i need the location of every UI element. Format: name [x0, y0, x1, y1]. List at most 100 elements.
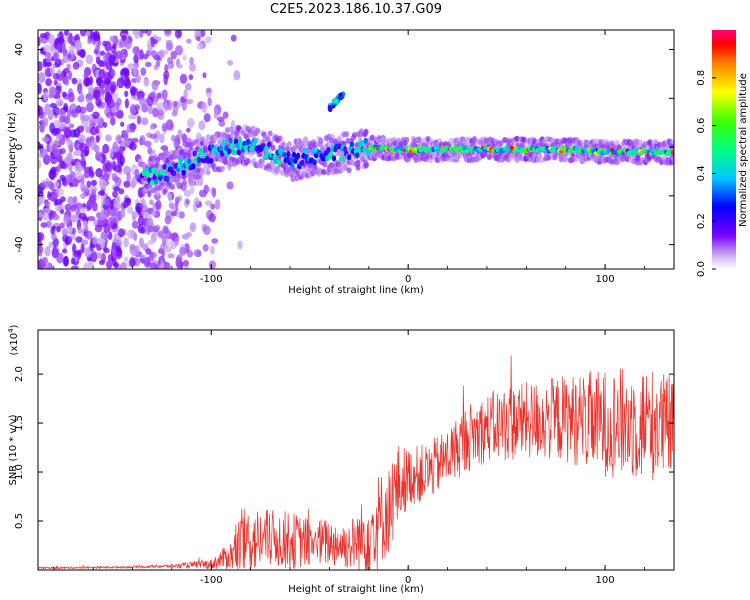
noise-speckle — [38, 105, 44, 116]
ridge-core-blob — [349, 141, 355, 148]
noise-speckle — [110, 69, 116, 78]
noise-speckle — [110, 84, 115, 95]
snr-x-tick-label: -100 — [200, 575, 223, 586]
ridge-core-blob — [328, 151, 334, 158]
noise-speckle — [93, 219, 99, 227]
spectrogram-y-tick-label: 0 — [14, 144, 25, 150]
ridge-core-blob — [196, 156, 202, 163]
noise-speckle — [63, 214, 71, 225]
noise-speckle — [86, 102, 94, 113]
noise-speckle — [115, 109, 124, 119]
noise-speckle — [145, 96, 154, 107]
noise-speckle — [41, 136, 50, 143]
noise-speckle — [71, 77, 78, 85]
ridge-core-blob — [264, 145, 269, 152]
ridge-core-blob — [326, 147, 331, 154]
noise-speckle — [52, 214, 60, 221]
noise-speckle — [88, 194, 97, 205]
noise-speckle — [134, 50, 141, 57]
noise-speckle — [149, 124, 155, 130]
noise-speckle — [95, 97, 102, 107]
snr-x-tick-label: 0 — [405, 575, 411, 586]
ridge-halo-blob — [428, 157, 434, 164]
noise-speckle — [166, 56, 174, 65]
colorbar-tick-label: 0.2 — [696, 213, 707, 229]
noise-speckle — [104, 173, 110, 181]
noise-speckle — [92, 236, 98, 245]
noise-speckle — [153, 96, 158, 106]
noise-speckle — [174, 237, 180, 246]
noise-speckle — [131, 211, 138, 220]
noise-speckle — [43, 44, 51, 53]
noise-speckle — [143, 140, 152, 147]
ridge-halo-blob — [244, 134, 250, 141]
ridge-core-blob — [342, 145, 348, 152]
noise-speckle — [62, 68, 70, 75]
noise-speckle — [139, 202, 144, 210]
noise-speckle — [71, 178, 79, 187]
noise-speckle — [38, 61, 43, 72]
noise-speckle — [98, 259, 105, 266]
ridge-core-blob — [199, 148, 204, 155]
noise-speckle — [42, 213, 50, 221]
ridge-halo-blob — [532, 137, 538, 144]
noise-speckle — [185, 199, 190, 205]
noise-speckle — [194, 30, 201, 38]
noise-speckle — [49, 87, 57, 97]
noise-speckle — [109, 116, 116, 126]
noise-speckle — [124, 39, 132, 50]
noise-speckle — [56, 68, 63, 75]
noise-speckle — [97, 219, 103, 227]
noise-speckle — [151, 210, 157, 217]
secondary-feature-blob — [338, 92, 343, 98]
noise-speckle — [99, 238, 106, 249]
ridge-core-blob — [359, 139, 364, 146]
ridge-core-blob — [311, 147, 316, 154]
noise-speckle — [118, 228, 125, 238]
noise-speckle — [96, 252, 103, 259]
noise-speckle — [102, 40, 108, 47]
noise-speckle — [124, 75, 130, 87]
ridge-core-blob — [356, 146, 361, 153]
noise-speckle — [55, 85, 62, 95]
ridge-halo-blob — [267, 130, 273, 137]
noise-speckle — [79, 30, 87, 37]
noise-speckle — [72, 196, 78, 204]
noise-speckle — [121, 34, 127, 42]
noise-speckle — [45, 78, 52, 87]
ridge-halo-blob — [220, 165, 226, 172]
noise-speckle — [108, 199, 115, 210]
ridge-core-blob — [253, 138, 258, 145]
snr-y-tick-label: 1.0 — [14, 464, 25, 480]
noise-speckle — [47, 108, 54, 119]
ridge-halo-blob — [155, 157, 161, 164]
noise-speckle — [147, 239, 155, 246]
noise-speckle — [160, 260, 165, 269]
noise-speckle — [64, 79, 70, 86]
noise-speckle — [211, 187, 217, 198]
noise-speckle — [147, 225, 155, 233]
noise-speckle — [140, 243, 148, 250]
noise-speckle — [92, 30, 101, 42]
noise-speckle — [55, 97, 64, 107]
ridge-core-blob — [346, 154, 352, 161]
noise-speckle — [93, 89, 101, 99]
noise-speckle — [56, 252, 64, 264]
ridge-halo-blob — [312, 163, 318, 170]
noise-speckle — [222, 111, 229, 119]
noise-speckle — [147, 189, 152, 198]
noise-speckle — [129, 243, 136, 250]
noise-speckle — [113, 176, 120, 183]
noise-speckle — [58, 138, 66, 146]
noise-speckle — [63, 255, 69, 266]
ridge-core-blob — [331, 155, 337, 162]
noise-speckle — [141, 117, 149, 126]
noise-speckle — [40, 37, 46, 43]
noise-speckle — [90, 250, 98, 262]
noise-speckle — [69, 129, 77, 138]
noise-speckle — [175, 45, 183, 56]
noise-speckle — [208, 213, 216, 223]
noise-speckle — [188, 74, 194, 81]
ridge-core-blob — [302, 147, 308, 154]
noise-speckle — [119, 40, 127, 48]
